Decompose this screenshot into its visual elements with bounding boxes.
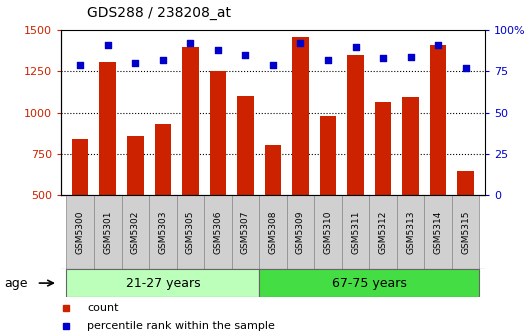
Bar <box>127 136 144 195</box>
Text: GSM5312: GSM5312 <box>378 210 387 254</box>
Point <box>103 42 112 48</box>
Text: GSM5311: GSM5311 <box>351 210 360 254</box>
Text: GSM5307: GSM5307 <box>241 210 250 254</box>
Bar <box>369 195 397 269</box>
Text: GSM5309: GSM5309 <box>296 210 305 254</box>
Point <box>407 54 415 59</box>
Text: GSM5308: GSM5308 <box>269 210 277 254</box>
Bar <box>425 195 452 269</box>
Text: GSM5302: GSM5302 <box>131 210 140 254</box>
Bar <box>182 47 199 195</box>
Text: GSM5305: GSM5305 <box>186 210 195 254</box>
Bar <box>342 195 369 269</box>
Text: GSM5313: GSM5313 <box>406 210 415 254</box>
Point <box>158 57 167 62</box>
Point <box>131 60 139 66</box>
Bar <box>264 145 281 195</box>
Bar <box>259 269 480 297</box>
Bar <box>237 96 254 195</box>
Point <box>351 44 360 49</box>
Bar <box>402 97 419 195</box>
Bar <box>121 195 149 269</box>
Text: age: age <box>4 277 28 290</box>
Text: GSM5303: GSM5303 <box>158 210 167 254</box>
Bar <box>72 139 89 195</box>
Bar <box>287 195 314 269</box>
Bar <box>100 62 116 195</box>
Text: GDS288 / 238208_at: GDS288 / 238208_at <box>87 6 232 20</box>
Text: GSM5314: GSM5314 <box>434 210 443 254</box>
Bar <box>94 195 121 269</box>
Text: 67-75 years: 67-75 years <box>332 277 407 290</box>
Point <box>434 42 443 48</box>
Point <box>324 57 332 62</box>
Point <box>214 47 222 53</box>
Bar <box>155 124 171 195</box>
Bar <box>430 45 446 195</box>
Point <box>186 41 195 46</box>
Text: count: count <box>87 303 119 313</box>
Bar <box>292 37 309 195</box>
Point <box>379 55 387 61</box>
Bar <box>66 195 94 269</box>
Bar <box>176 195 204 269</box>
Bar <box>232 195 259 269</box>
Bar <box>204 195 232 269</box>
Point <box>296 41 305 46</box>
Bar <box>457 171 474 195</box>
Bar <box>210 72 226 195</box>
Bar <box>259 195 287 269</box>
Text: percentile rank within the sample: percentile rank within the sample <box>87 321 275 331</box>
Bar <box>397 195 425 269</box>
Text: GSM5315: GSM5315 <box>461 210 470 254</box>
Point <box>269 62 277 68</box>
Text: GSM5300: GSM5300 <box>76 210 85 254</box>
Bar <box>66 269 259 297</box>
Bar <box>314 195 342 269</box>
Bar <box>320 116 336 195</box>
Point <box>462 66 470 71</box>
Point <box>76 62 84 68</box>
Point <box>241 52 250 58</box>
Text: GSM5301: GSM5301 <box>103 210 112 254</box>
Bar <box>375 102 391 195</box>
Bar <box>347 55 364 195</box>
Text: 21-27 years: 21-27 years <box>126 277 200 290</box>
Bar <box>149 195 176 269</box>
Bar <box>452 195 480 269</box>
Text: GSM5310: GSM5310 <box>323 210 332 254</box>
Text: GSM5306: GSM5306 <box>214 210 223 254</box>
